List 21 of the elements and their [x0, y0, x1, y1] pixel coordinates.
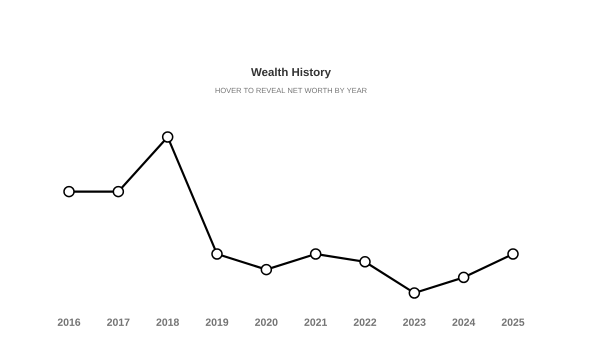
chart-title: Wealth History — [251, 68, 331, 78]
x-tick-label: 2025 — [502, 318, 524, 326]
point — [63, 186, 75, 198]
x-tick-label: 2024 — [452, 318, 476, 326]
point — [162, 131, 174, 143]
point — [359, 256, 371, 268]
x-tick-label: 2022 — [354, 318, 376, 326]
x-tick-label: 2023 — [403, 318, 426, 326]
point — [310, 248, 322, 260]
point — [458, 272, 470, 284]
point — [260, 264, 272, 276]
x-tick-label: 2017 — [107, 318, 130, 326]
x-tick-label: 2018 — [156, 318, 179, 326]
point — [408, 287, 420, 299]
x-tick-label: 2020 — [255, 318, 278, 326]
x-tick-label: 2019 — [206, 318, 228, 326]
point — [507, 248, 519, 260]
x-tick-label: 2021 — [304, 318, 327, 326]
x-tick-label: 2016 — [58, 318, 80, 326]
point — [112, 186, 124, 198]
point — [211, 248, 223, 260]
